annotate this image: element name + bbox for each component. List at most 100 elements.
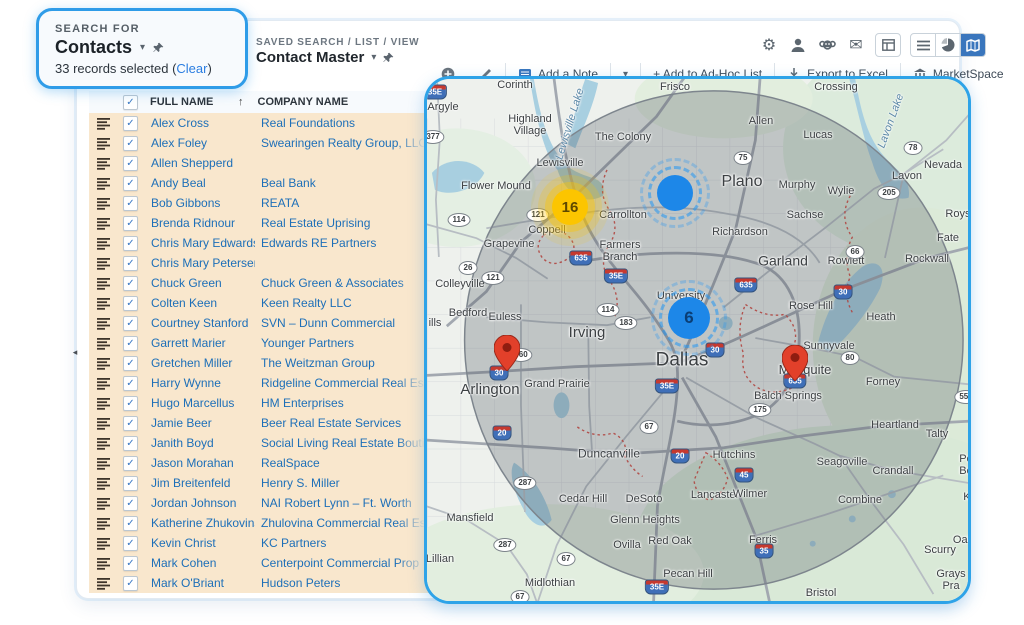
company-name-link[interactable]: Chuck Green & Associates [261, 276, 431, 290]
table-row[interactable]: ✓ Chris Mary Petersen [89, 253, 439, 273]
contact-name-link[interactable]: Katherine Zhukovins [151, 516, 255, 530]
saved-search-title[interactable]: Contact Master [256, 49, 365, 66]
row-menu-icon[interactable] [97, 457, 111, 470]
chevron-down-icon[interactable]: ▾ [371, 52, 377, 63]
chevron-down-icon[interactable]: ▾ [140, 42, 146, 53]
company-name-link[interactable]: Centerpoint Commercial Prop [261, 556, 431, 570]
panel-collapse-handle[interactable]: ◂ [72, 346, 78, 357]
contact-name-link[interactable]: Jim Breitenfeld [151, 476, 231, 490]
layout-icon[interactable] [875, 33, 901, 57]
row-checkbox[interactable]: ✓ [123, 315, 138, 331]
contact-name-link[interactable]: Jamie Beer [151, 416, 212, 430]
contact-name-link[interactable]: Chuck Green [151, 276, 222, 290]
company-name-link[interactable]: The Weitzman Group [261, 356, 375, 370]
row-checkbox[interactable]: ✓ [123, 115, 138, 131]
sort-asc-icon[interactable]: ↑ [238, 96, 244, 108]
contact-name-link[interactable]: Alex Cross [151, 116, 210, 130]
table-row[interactable]: ✓ Bob Gibbons REATA [89, 193, 439, 213]
company-name-link[interactable]: SVN – Dunn Commercial [261, 316, 396, 330]
map-cluster-marker[interactable]: 16 [552, 189, 588, 225]
table-row[interactable]: ✓ Courtney Stanford SVN – Dunn Commercia… [89, 313, 439, 333]
table-row[interactable]: ✓ Allen Shepperd [89, 153, 439, 173]
clear-selection-link[interactable]: Clear [176, 61, 208, 76]
table-row[interactable]: ✓ Kevin Christ KC Partners [89, 533, 439, 553]
row-checkbox[interactable]: ✓ [123, 255, 138, 271]
row-checkbox[interactable]: ✓ [123, 175, 138, 191]
table-row[interactable]: ✓ Alex Foley Swearingen Realty Group, LL… [89, 133, 439, 153]
column-company-name[interactable]: COMPANY NAME [257, 96, 349, 108]
table-row[interactable]: ✓ Mark Cohen Centerpoint Commercial Prop [89, 553, 439, 573]
company-name-link[interactable]: Beal Bank [261, 176, 316, 190]
row-checkbox[interactable]: ✓ [123, 455, 138, 471]
company-name-link[interactable]: REATA [261, 196, 300, 210]
email-icon[interactable]: ✉ [849, 37, 863, 54]
contact-name-link[interactable]: Jason Morahan [151, 456, 234, 470]
table-row[interactable]: ✓ Chris Mary Edwards Edwards RE Partners [89, 233, 439, 253]
row-menu-icon[interactable] [97, 477, 111, 490]
contact-name-link[interactable]: Chris Mary Petersen [151, 256, 255, 270]
row-checkbox[interactable]: ✓ [123, 395, 138, 411]
map-pin-marker[interactable] [493, 334, 521, 372]
column-full-name[interactable]: FULL NAME [150, 96, 214, 108]
row-menu-icon[interactable] [97, 557, 111, 570]
row-checkbox[interactable]: ✓ [123, 275, 138, 291]
row-checkbox[interactable]: ✓ [123, 535, 138, 551]
contact-name-link[interactable]: Chris Mary Edwards [151, 236, 255, 250]
contact-name-link[interactable]: Jordan Johnson [151, 496, 237, 510]
table-row[interactable]: ✓ Brenda Ridnour Real Estate Uprising [89, 213, 439, 233]
company-name-link[interactable]: Beer Real Estate Services [261, 416, 402, 430]
contact-name-link[interactable]: Brenda Ridnour [151, 216, 236, 230]
company-name-link[interactable]: Social Living Real Estate Bouti [261, 436, 431, 450]
add-note-dropdown[interactable]: ▾ [611, 62, 640, 86]
row-checkbox[interactable]: ✓ [123, 295, 138, 311]
contact-name-link[interactable]: Allen Shepperd [151, 156, 234, 170]
company-name-link[interactable]: Edwards RE Partners [261, 236, 377, 250]
row-menu-icon[interactable] [97, 277, 111, 290]
row-checkbox[interactable]: ✓ [123, 475, 138, 491]
table-row[interactable]: ✓ Hugo Marcellus HM Enterprises [89, 393, 439, 413]
contact-name-link[interactable]: Hugo Marcellus [151, 396, 235, 410]
row-menu-icon[interactable] [97, 437, 111, 450]
company-name-link[interactable]: Zhulovina Commercial Real Es [261, 516, 431, 530]
search-entity[interactable]: Contacts [55, 37, 133, 57]
row-checkbox[interactable]: ✓ [123, 555, 138, 571]
row-menu-icon[interactable] [97, 497, 111, 510]
row-checkbox[interactable]: ✓ [123, 375, 138, 391]
company-name-link[interactable]: RealSpace [261, 456, 320, 470]
row-checkbox[interactable]: ✓ [123, 155, 138, 171]
contact-name-link[interactable]: Bob Gibbons [151, 196, 221, 210]
row-checkbox[interactable]: ✓ [123, 435, 138, 451]
row-checkbox[interactable]: ✓ [123, 215, 138, 231]
table-row[interactable]: ✓ Alex Cross Real Foundations [89, 113, 439, 133]
select-all-checkbox[interactable]: ✓ [123, 94, 138, 110]
contact-name-link[interactable]: Mark Cohen [151, 556, 217, 570]
mailchimp-icon[interactable] [817, 35, 837, 55]
company-name-link[interactable]: Real Foundations [261, 116, 356, 130]
row-menu-icon[interactable] [97, 217, 111, 230]
table-row[interactable]: ✓ Jamie Beer Beer Real Estate Services [89, 413, 439, 433]
row-checkbox[interactable]: ✓ [123, 135, 138, 151]
company-name-link[interactable]: NAI Robert Lynn – Ft. Worth [261, 496, 431, 510]
contact-name-link[interactable]: Colten Keen [151, 296, 218, 310]
gear-icon[interactable]: ⚙ [761, 37, 777, 54]
contact-name-link[interactable]: Garrett Marier [151, 336, 226, 350]
pin-icon[interactable] [153, 42, 164, 53]
table-row[interactable]: ✓ Colten Keen Keen Realty LLC [89, 293, 439, 313]
row-menu-icon[interactable] [97, 577, 111, 590]
contact-name-link[interactable]: Alex Foley [151, 136, 208, 150]
user-icon[interactable] [788, 35, 808, 55]
company-name-link[interactable]: Ridgeline Commercial Real Est [261, 376, 431, 390]
list-view-icon[interactable] [911, 34, 936, 56]
row-menu-icon[interactable] [97, 137, 111, 150]
pie-chart-icon[interactable] [936, 34, 961, 56]
map-view-icon[interactable] [961, 34, 985, 56]
company-name-link[interactable]: Keen Realty LLC [261, 296, 352, 310]
pin-icon[interactable] [383, 52, 394, 63]
row-checkbox[interactable]: ✓ [123, 575, 138, 591]
row-menu-icon[interactable] [97, 197, 111, 210]
row-menu-icon[interactable] [97, 177, 111, 190]
row-menu-icon[interactable] [97, 257, 111, 270]
contact-name-link[interactable]: Courtney Stanford [151, 316, 249, 330]
row-menu-icon[interactable] [97, 157, 111, 170]
contact-name-link[interactable]: Andy Beal [151, 176, 206, 190]
